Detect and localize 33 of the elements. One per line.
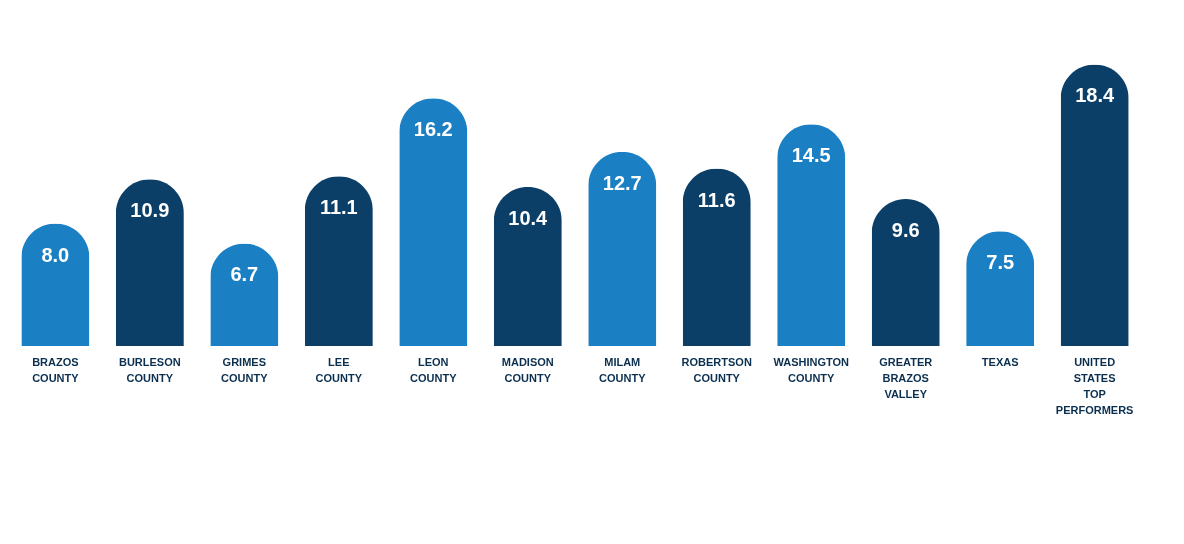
data-label: 18.4 (1075, 84, 1115, 107)
x-tick-label: UNITED STATES TOP PERFORMERS (1055, 355, 1134, 416)
bar (493, 186, 562, 346)
data-label: 9.6 (891, 219, 920, 242)
bar (304, 176, 373, 346)
bar (777, 124, 846, 346)
x-tick-label: GRIMES COUNTY (221, 355, 269, 384)
x-tick-label: BRAZOS COUNTY (32, 355, 80, 384)
x-tick-label: GREATER BRAZOS VALLEY (879, 355, 933, 400)
x-tick-label: LEON COUNTY (410, 355, 458, 384)
bar (115, 179, 184, 346)
x-tick-label: BURLESON COUNTY (118, 355, 181, 384)
data-label: 12.7 (602, 171, 642, 194)
x-tick-label: MILAM COUNTY (599, 355, 647, 384)
data-label: 11.6 (697, 188, 736, 211)
bar (399, 98, 468, 346)
x-tick-label: MADISON COUNTY (501, 355, 554, 384)
bar (682, 168, 751, 346)
x-tick-label: ROBERTSON COUNTY (681, 355, 752, 384)
data-label: 14.5 (791, 144, 831, 167)
x-tick-label: TEXAS (981, 355, 1019, 368)
data-label: 7.5 (986, 251, 1015, 274)
data-label: 11.1 (319, 196, 358, 219)
x-tick-label: LEE COUNTY (315, 355, 363, 384)
data-label: 8.0 (41, 243, 70, 266)
data-label: 16.2 (413, 118, 453, 141)
bar (588, 151, 657, 346)
bar (1060, 64, 1129, 346)
x-tick-label: WASHINGTON COUNTY (773, 355, 850, 384)
data-label: 10.9 (130, 199, 170, 222)
bar (871, 199, 940, 346)
data-label: 10.4 (508, 206, 549, 229)
data-label: 6.7 (230, 263, 259, 286)
